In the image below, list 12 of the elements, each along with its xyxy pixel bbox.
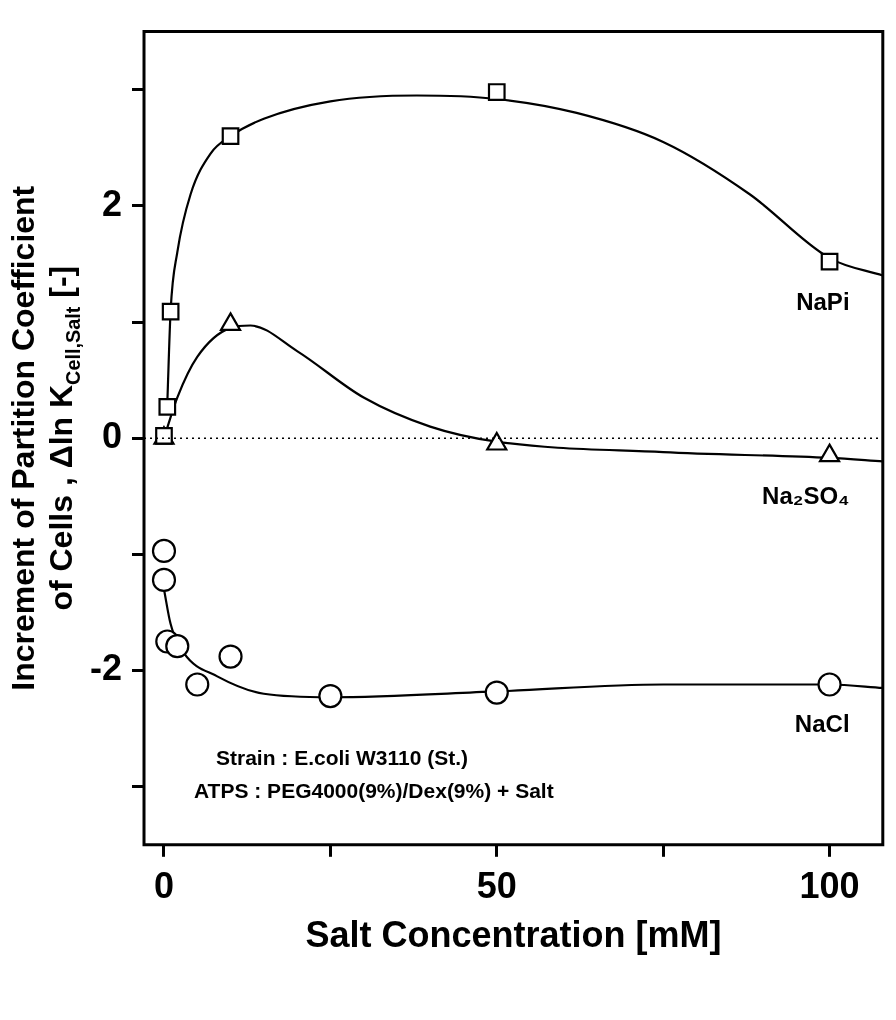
annotation: Strain : E.coli W3110 (St.) bbox=[216, 745, 469, 769]
x-axis-title: Salt Concentration [mM] bbox=[305, 913, 722, 955]
annotation: ATPS : PEG4000(9%)/Dex(9%) + Salt bbox=[194, 778, 554, 802]
y-tick-label: 0 bbox=[101, 415, 123, 457]
x-tick-label: 0 bbox=[153, 865, 174, 907]
x-tick-label: 100 bbox=[799, 865, 860, 907]
series-label: NaPi bbox=[796, 287, 850, 315]
x-tick-label: 50 bbox=[476, 865, 517, 907]
series-label: NaCl bbox=[794, 710, 850, 738]
y-tick-label: 2 bbox=[101, 182, 123, 224]
series-label: Na₂SO₄ bbox=[762, 481, 850, 509]
y-tick-label: -2 bbox=[89, 647, 123, 689]
